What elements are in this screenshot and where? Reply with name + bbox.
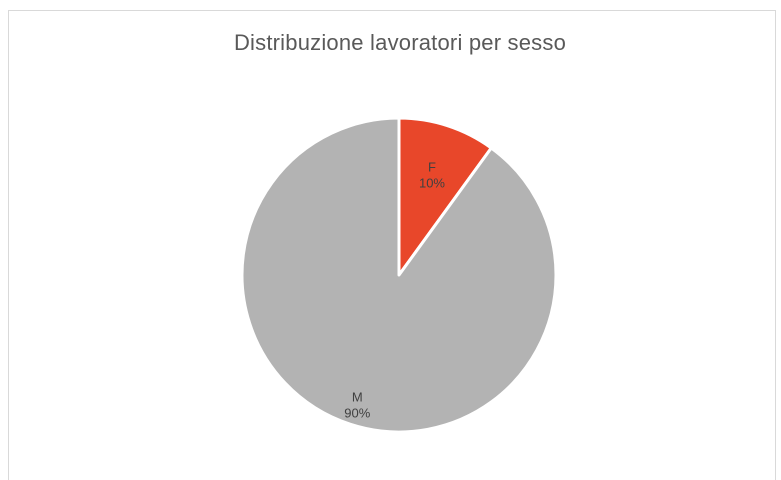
pie-slice-m	[240, 116, 558, 434]
chart-title: Distribuzione lavoratori per sesso	[233, 30, 567, 55]
slice-category-label-m: M	[352, 389, 363, 404]
pie-slices	[240, 116, 558, 434]
slice-percent-label-f: 10%	[419, 175, 445, 190]
slice-category-label-f: F	[428, 159, 436, 174]
pie-slice-f	[397, 116, 493, 277]
pie-labels: F10% M90%	[344, 159, 445, 420]
slice-percent-label-m: 90%	[344, 405, 370, 420]
